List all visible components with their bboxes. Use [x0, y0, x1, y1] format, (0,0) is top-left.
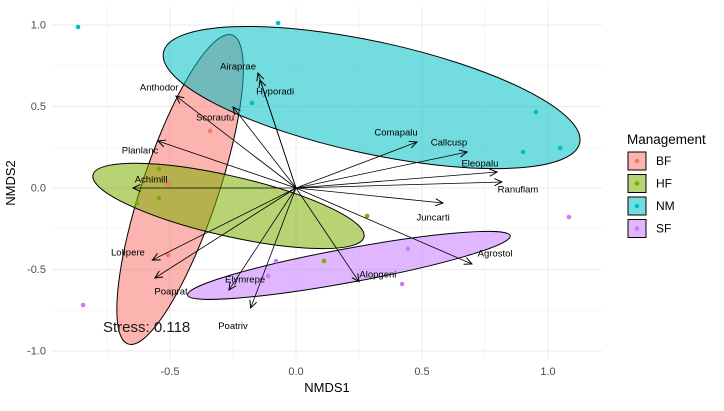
site-points	[75, 20, 572, 308]
species-arrow-ranuflam	[295, 178, 504, 189]
y-tick-label: 0.5	[31, 101, 46, 113]
species-label-planlanc: Planlanc	[122, 146, 159, 157]
site-point-sf	[265, 273, 271, 279]
x-tick-label: -0.5	[161, 366, 180, 378]
y-tick-label: -0.5	[27, 264, 46, 276]
species-arrows	[131, 71, 504, 310]
x-tick-label: 1.0	[540, 366, 555, 378]
legend-key-point-hf	[634, 181, 640, 186]
species-arrow-hyporadi	[258, 78, 297, 189]
species-label-alopgeni: Alopgeni	[359, 270, 396, 281]
species-label-achimill: Achimill	[135, 175, 168, 186]
legend-key-point-bf	[634, 158, 640, 164]
legend-label-bf: BF	[656, 154, 671, 168]
species-label-elymrepe: Elymrepe	[225, 274, 265, 285]
site-point-nm	[75, 24, 81, 30]
species-arrow-comapalu	[295, 140, 419, 189]
species-arrow-planlanc	[156, 139, 297, 189]
legend-title: Management	[627, 132, 706, 147]
site-point-hf	[156, 195, 162, 201]
species-arrow-agrostol	[295, 187, 473, 265]
y-tick-label: 1.0	[31, 20, 46, 32]
site-point-bf	[165, 252, 171, 258]
site-point-nm	[249, 100, 255, 106]
y-tick-label: 0.0	[31, 183, 46, 195]
legend-label-sf: SF	[656, 222, 671, 236]
species-label-poaprat: Poaprat	[154, 287, 188, 298]
legend-label-nm: NM	[656, 199, 675, 213]
x-axis-tick-labels: -0.5 0.0 0.5 1.0	[161, 366, 556, 378]
species-arrow-eleopalu	[295, 168, 499, 189]
species-arrow-poatriv	[249, 187, 297, 310]
site-point-hf	[156, 166, 162, 172]
species-label-ranuflam: Ranuflam	[498, 184, 539, 195]
site-point-bf	[165, 181, 171, 187]
ellipse-nm	[162, 25, 581, 170]
legend-key-point-nm	[634, 203, 640, 209]
species-label-airaprae: Airaprae	[220, 62, 256, 73]
species-label-comapalu: Comapalu	[374, 127, 417, 138]
group-ellipses	[92, 25, 581, 345]
species-label-lolipere: Lolipere	[111, 248, 145, 259]
species-label-scorautu: Scorautu	[196, 112, 234, 123]
species-label-juncarti: Juncarti	[416, 213, 449, 224]
x-tick-label: 0.5	[414, 366, 429, 378]
legend-label-hf: HF	[656, 177, 672, 191]
species-arrow-alopgeni	[295, 187, 360, 283]
site-point-sf	[273, 258, 279, 264]
species-arrow-elymrepe	[228, 187, 297, 292]
y-axis-tick-labels: 1.0 0.5 0.0 -0.5 -1.0	[27, 20, 46, 358]
site-point-sf	[566, 214, 572, 220]
x-axis-title: NMDS1	[304, 380, 350, 395]
site-point-hf	[134, 200, 140, 206]
species-labels: Achimill Airaprae Hyporadi Anthodor Scorautu…	[111, 62, 538, 333]
site-point-hf	[364, 213, 370, 219]
x-tick-label: 0.0	[288, 366, 303, 378]
site-point-sf	[405, 246, 411, 252]
stress-annotation: Stress: 0.118	[103, 319, 190, 336]
species-label-hyporadi: Hyporadi	[256, 87, 294, 98]
species-arrow-lolipere	[151, 187, 297, 261]
legend-key-point-sf	[634, 226, 640, 231]
site-point-hf	[321, 258, 327, 264]
species-arrow-callcusp	[295, 149, 469, 189]
legend-items: BF HF NM SF	[627, 151, 675, 238]
species-arrow-poaprat	[153, 187, 297, 279]
site-point-nm	[275, 20, 281, 26]
site-point-sf	[80, 302, 86, 308]
species-label-callcusp: Callcusp	[431, 138, 467, 149]
y-axis-title: NMDS2	[3, 160, 18, 206]
legend: Management BF HF NM SF	[627, 132, 706, 238]
species-arrow-scorautu	[232, 106, 297, 189]
site-point-nm	[533, 109, 539, 115]
site-point-sf	[399, 281, 405, 287]
site-point-nm	[520, 149, 526, 155]
site-point-nm	[557, 145, 563, 151]
species-label-agrostol: Agrostol	[478, 249, 513, 260]
species-label-poatriv: Poatriv	[218, 321, 248, 332]
species-arrow-juncarti	[295, 187, 445, 207]
y-tick-label: -1.0	[27, 346, 46, 358]
species-arrow-anthodor	[175, 95, 297, 189]
site-point-bf	[207, 128, 213, 134]
species-label-eleopalu: Eleopalu	[461, 159, 498, 170]
species-label-anthodor: Anthodor	[140, 82, 179, 93]
